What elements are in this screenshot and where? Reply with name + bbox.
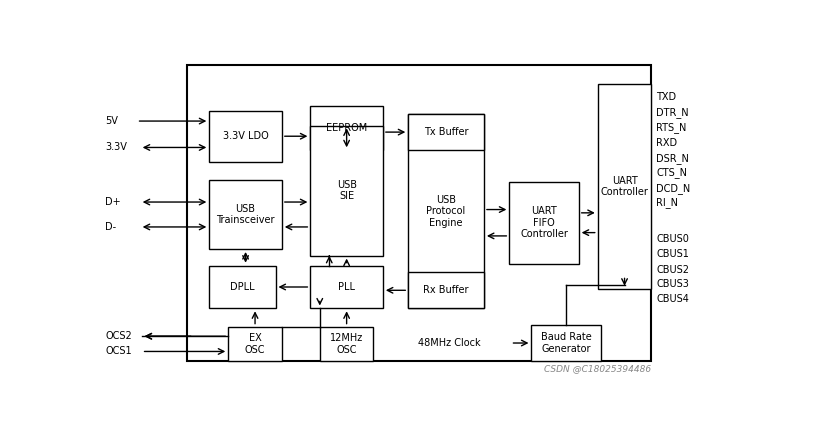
Text: RXD: RXD <box>656 138 677 148</box>
Text: USB
SIE: USB SIE <box>337 180 357 202</box>
Text: Tx Buffer: Tx Buffer <box>424 127 469 137</box>
Text: CTS_N: CTS_N <box>656 167 687 178</box>
Bar <box>311 265 383 309</box>
Text: PLL: PLL <box>338 282 355 292</box>
Text: CSDN @C18025394486: CSDN @C18025394486 <box>544 364 651 373</box>
Bar <box>408 114 484 150</box>
Bar <box>408 114 484 309</box>
Bar <box>209 265 275 309</box>
Text: OCS1: OCS1 <box>105 346 132 357</box>
Text: 3.3V LDO: 3.3V LDO <box>222 131 268 141</box>
Text: DPLL: DPLL <box>230 282 255 292</box>
Text: 5V: 5V <box>105 116 118 126</box>
Bar <box>311 106 383 150</box>
Text: 48MHz Clock: 48MHz Clock <box>418 338 480 348</box>
Text: UART
Controller: UART Controller <box>601 175 649 197</box>
Bar <box>209 111 282 162</box>
Text: USB
Protocol
Engine: USB Protocol Engine <box>426 195 465 228</box>
Text: CBUS0: CBUS0 <box>656 234 689 244</box>
Text: CBUS1: CBUS1 <box>656 249 689 259</box>
Bar <box>228 327 282 361</box>
Text: DTR_N: DTR_N <box>656 107 689 118</box>
Text: TXD: TXD <box>656 92 676 102</box>
Text: RTS_N: RTS_N <box>656 122 687 133</box>
Text: UART
FIFO
Controller: UART FIFO Controller <box>520 206 568 239</box>
Text: D-: D- <box>105 222 117 232</box>
Text: 3.3V: 3.3V <box>105 143 127 152</box>
Text: Baud Rate
Generator: Baud Rate Generator <box>540 332 592 354</box>
Text: OCS2: OCS2 <box>105 331 132 341</box>
Text: EEPROM: EEPROM <box>326 123 368 133</box>
Bar <box>311 125 383 256</box>
Text: DCD_N: DCD_N <box>656 183 690 194</box>
Bar <box>408 272 484 309</box>
Text: CBUS3: CBUS3 <box>656 279 689 289</box>
Text: EX
OSC: EX OSC <box>244 333 266 355</box>
Bar <box>531 325 601 361</box>
Text: D+: D+ <box>105 197 121 207</box>
Text: 12MHz
OSC: 12MHz OSC <box>330 333 363 355</box>
Bar <box>209 180 282 249</box>
Bar <box>597 84 651 288</box>
Text: DSR_N: DSR_N <box>656 153 689 163</box>
Text: Rx Buffer: Rx Buffer <box>423 285 469 295</box>
Text: CBUS4: CBUS4 <box>656 294 689 304</box>
Text: CBUS2: CBUS2 <box>656 265 689 274</box>
Bar <box>509 181 579 264</box>
Bar <box>187 65 651 361</box>
Text: RI_N: RI_N <box>656 197 678 208</box>
Bar <box>319 327 373 361</box>
Text: USB
Trainsceiver: USB Trainsceiver <box>216 204 275 225</box>
